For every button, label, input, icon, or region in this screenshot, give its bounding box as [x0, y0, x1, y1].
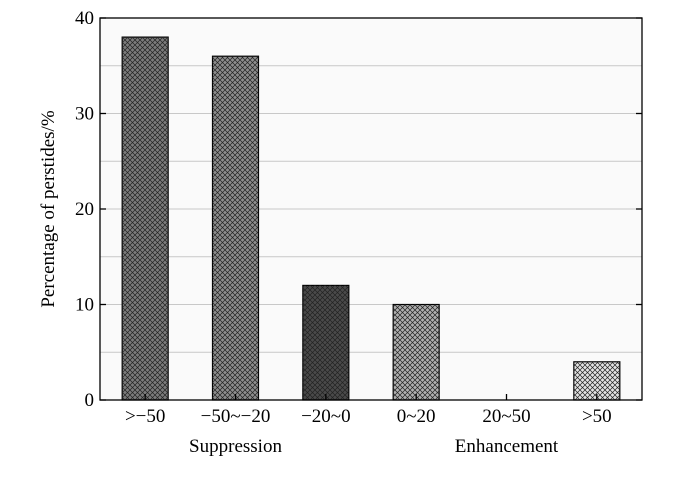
bars	[121, 36, 621, 401]
y-tick-label: 20	[75, 199, 94, 220]
x-tick-label: 0~20	[397, 406, 436, 427]
x-tick-label: −50~−20	[201, 406, 271, 427]
y-tick-label: 30	[75, 104, 94, 125]
bar-hatch	[393, 304, 440, 400]
y-tick-label: 40	[75, 8, 94, 29]
x-tick-label: >−50	[125, 406, 165, 427]
bar-hatch	[573, 361, 620, 400]
category-groups: Suppression Enhancement	[189, 436, 559, 457]
y-axis: 0 10 20 30 40	[75, 8, 642, 411]
x-tick-label: −20~0	[301, 406, 351, 427]
y-tick-label: 0	[85, 390, 95, 411]
y-tick-label: 10	[75, 295, 94, 316]
x-tick-label: >50	[582, 406, 612, 427]
x-axis: >−50 −50~−20 −20~0 0~20 20~50 >50	[125, 394, 612, 427]
bar-hatch	[302, 285, 349, 400]
bar-hatch	[212, 56, 259, 400]
grid-lines	[100, 65, 642, 353]
category-group-label: Enhancement	[455, 436, 559, 457]
bar-hatch	[122, 37, 169, 400]
category-group-label: Suppression	[189, 436, 282, 457]
y-axis-title: Percentage of perstides/%	[38, 110, 59, 307]
x-tick-label: 20~50	[482, 406, 530, 427]
